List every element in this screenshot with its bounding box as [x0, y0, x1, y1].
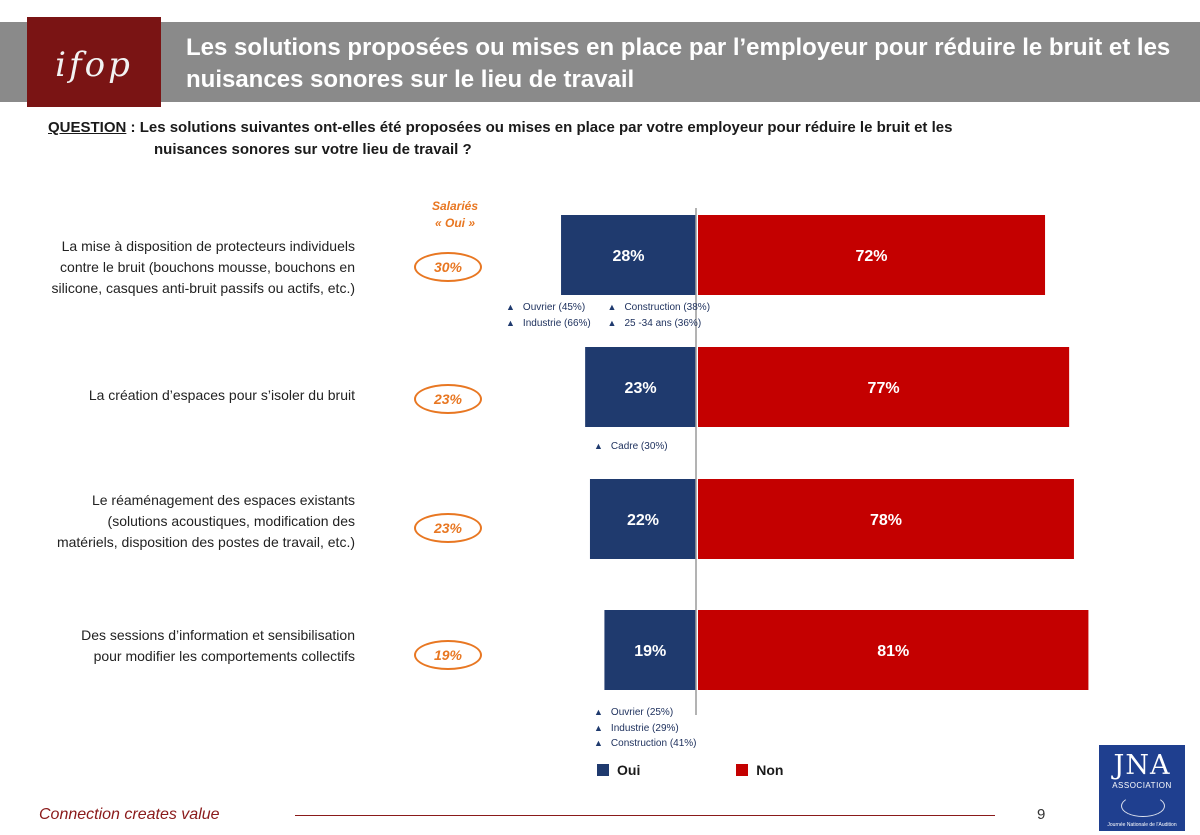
up-triangle-icon: ▲ — [607, 302, 617, 312]
data-label-non-4: 81% — [877, 643, 909, 660]
sub-note: ▲ Cadre (30%) — [594, 439, 668, 455]
ifop-logo: ifop — [27, 17, 161, 107]
jna-logo: JNA ASSOCIATION Journée Nationale de l’A… — [1099, 745, 1185, 831]
up-triangle-icon: ▲ — [506, 317, 515, 328]
question-line-1: Les solutions suivantes ont-elles été pr… — [139, 119, 953, 136]
row-label-4-line-2: pour modifier les comportements collecti… — [93, 648, 355, 664]
sub-note: ▲ Industrie (66%) — [506, 316, 591, 332]
sub-notes-row-4: ▲ Ouvrier (25%) ▲ Industrie (29%) ▲ Constru… — [594, 705, 697, 752]
bar-non-3 — [698, 479, 1074, 559]
up-triangle-icon: ▲ — [594, 722, 603, 733]
data-label-non-3: 78% — [870, 512, 902, 529]
data-label-oui-2: 23% — [625, 380, 657, 397]
sub-notes-row-1: ▲ Ouvrier (45%) ▲ Industrie (66%) ▲ Constru… — [506, 300, 724, 331]
oui-badge-4: 19% — [414, 640, 482, 670]
jna-logo-main: JNA — [1113, 750, 1171, 781]
up-triangle-icon: ▲ — [594, 441, 603, 451]
page-number: 9 — [1037, 806, 1046, 823]
sub-note-text: Cadre (30%) — [610, 441, 668, 452]
row-label-3-line-2: (solutions acoustiques, modification des — [107, 513, 355, 529]
sub-note-text: 25 -34 ans (36%) — [624, 317, 702, 329]
bar-oui-1 — [561, 215, 696, 295]
footer-divider — [295, 815, 995, 816]
sub-note: ▲ Construction (41%) — [594, 736, 697, 752]
sub-notes-row-2: ▲ Cadre (30%) — [594, 439, 668, 455]
data-label-oui-4: 19% — [634, 643, 666, 660]
bar-oui-3 — [589, 479, 696, 559]
ear-swirl-icon — [1121, 795, 1165, 817]
sub-note-text: Industrie (29%) — [610, 722, 679, 734]
question-separator: : — [126, 119, 140, 136]
salaries-oui-header: Salariés « Oui » — [400, 198, 510, 232]
question-block: QUESTION : Les solutions suivantes ont-e… — [48, 117, 1168, 161]
row-label-1-line-2: contre le bruit (bouchons mousse, boucho… — [60, 259, 355, 275]
row-label-3: Le réaménagement des espaces existants (… — [0, 490, 355, 553]
page-title: Les solutions proposées ou mises en plac… — [186, 34, 1171, 93]
sub-note: ▲ Industrie (29%) — [594, 721, 697, 737]
legend-swatch-non — [736, 764, 749, 776]
sub-note: ▲ 25 -34 ans (36%) — [608, 316, 711, 332]
ifop-logo-text: ifop — [55, 45, 133, 85]
question-label: QUESTION — [48, 119, 127, 136]
question-line-2: nuisances sonores sur votre lieu de trav… — [154, 141, 472, 158]
sub-note: ▲ Construction (38%) — [608, 300, 711, 316]
up-triangle-icon: ▲ — [594, 738, 603, 748]
legend-label-oui: Oui — [617, 762, 641, 778]
sub-note: ▲ Ouvrier (45%) — [506, 300, 591, 316]
jna-logo-foot: Journée Nationale de l’Audition — [1107, 822, 1177, 828]
sub-note-text: Ouvrier (25%) — [610, 707, 674, 718]
sub-notes-row-1-col-1: ▲ Ouvrier (45%) ▲ Industrie (66%) — [506, 300, 591, 331]
up-triangle-icon: ▲ — [594, 707, 603, 717]
row-label-4: Des sessions d’information et sensibilis… — [0, 625, 355, 667]
salaries-oui-header-line-1: Salariés — [431, 199, 479, 213]
row-label-2-line-1: La création d’espaces pour s’isoler du b… — [88, 387, 355, 403]
data-label-oui-3: 22% — [627, 512, 659, 529]
data-label-oui-1: 28% — [613, 248, 645, 265]
up-triangle-icon: ▲ — [607, 317, 617, 328]
header-band — [0, 22, 1200, 102]
legend-item-oui: Oui — [597, 762, 640, 778]
bar-oui-4 — [604, 610, 696, 690]
row-label-3-line-3: matériels, disposition des postes de tra… — [56, 534, 355, 550]
legend-label-non: Non — [756, 762, 784, 778]
row-label-1-line-1: La mise à disposition de protecteurs ind… — [61, 238, 355, 254]
row-label-3-line-1: Le réaménagement des espaces existants — [91, 492, 355, 508]
sub-note-text: Ouvrier (45%) — [522, 302, 586, 313]
bar-non-1 — [698, 215, 1046, 295]
footer-tagline: Connection creates value — [39, 806, 220, 823]
bar-non-4 — [698, 610, 1089, 690]
sub-note-text: Construction (41%) — [610, 738, 697, 749]
oui-badge-1: 30% — [414, 252, 482, 282]
row-label-2: La création d’espaces pour s’isoler du b… — [0, 385, 355, 406]
legend-item-non: Non — [736, 762, 783, 778]
legend-swatch-oui — [597, 764, 609, 776]
jna-logo-sub: ASSOCIATION — [1112, 781, 1172, 790]
row-label-4-line-1: Des sessions d’information et sensibilis… — [81, 627, 355, 643]
up-triangle-icon: ▲ — [506, 302, 515, 312]
data-label-non-1: 72% — [856, 248, 888, 265]
row-label-1: La mise à disposition de protecteurs ind… — [0, 236, 355, 299]
salaries-oui-header-line-2: « Oui » — [434, 216, 475, 230]
sub-note-text: Construction (38%) — [624, 302, 711, 313]
data-label-non-2: 77% — [868, 380, 900, 397]
chart-legend: Oui Non — [597, 762, 875, 779]
row-label-1-line-3: silicone, casques anti-bruit passifs ou … — [51, 280, 355, 296]
oui-badge-3: 23% — [414, 513, 482, 543]
sub-note: ▲ Ouvrier (25%) — [594, 705, 697, 721]
sub-note-text: Industrie (66%) — [522, 317, 591, 329]
bar-non-2 — [698, 347, 1070, 427]
bar-oui-2 — [585, 347, 696, 427]
oui-badge-2: 23% — [414, 384, 482, 414]
sub-notes-row-1-col-2: ▲ Construction (38%) ▲ 25 -34 ans (36%) — [608, 300, 711, 331]
